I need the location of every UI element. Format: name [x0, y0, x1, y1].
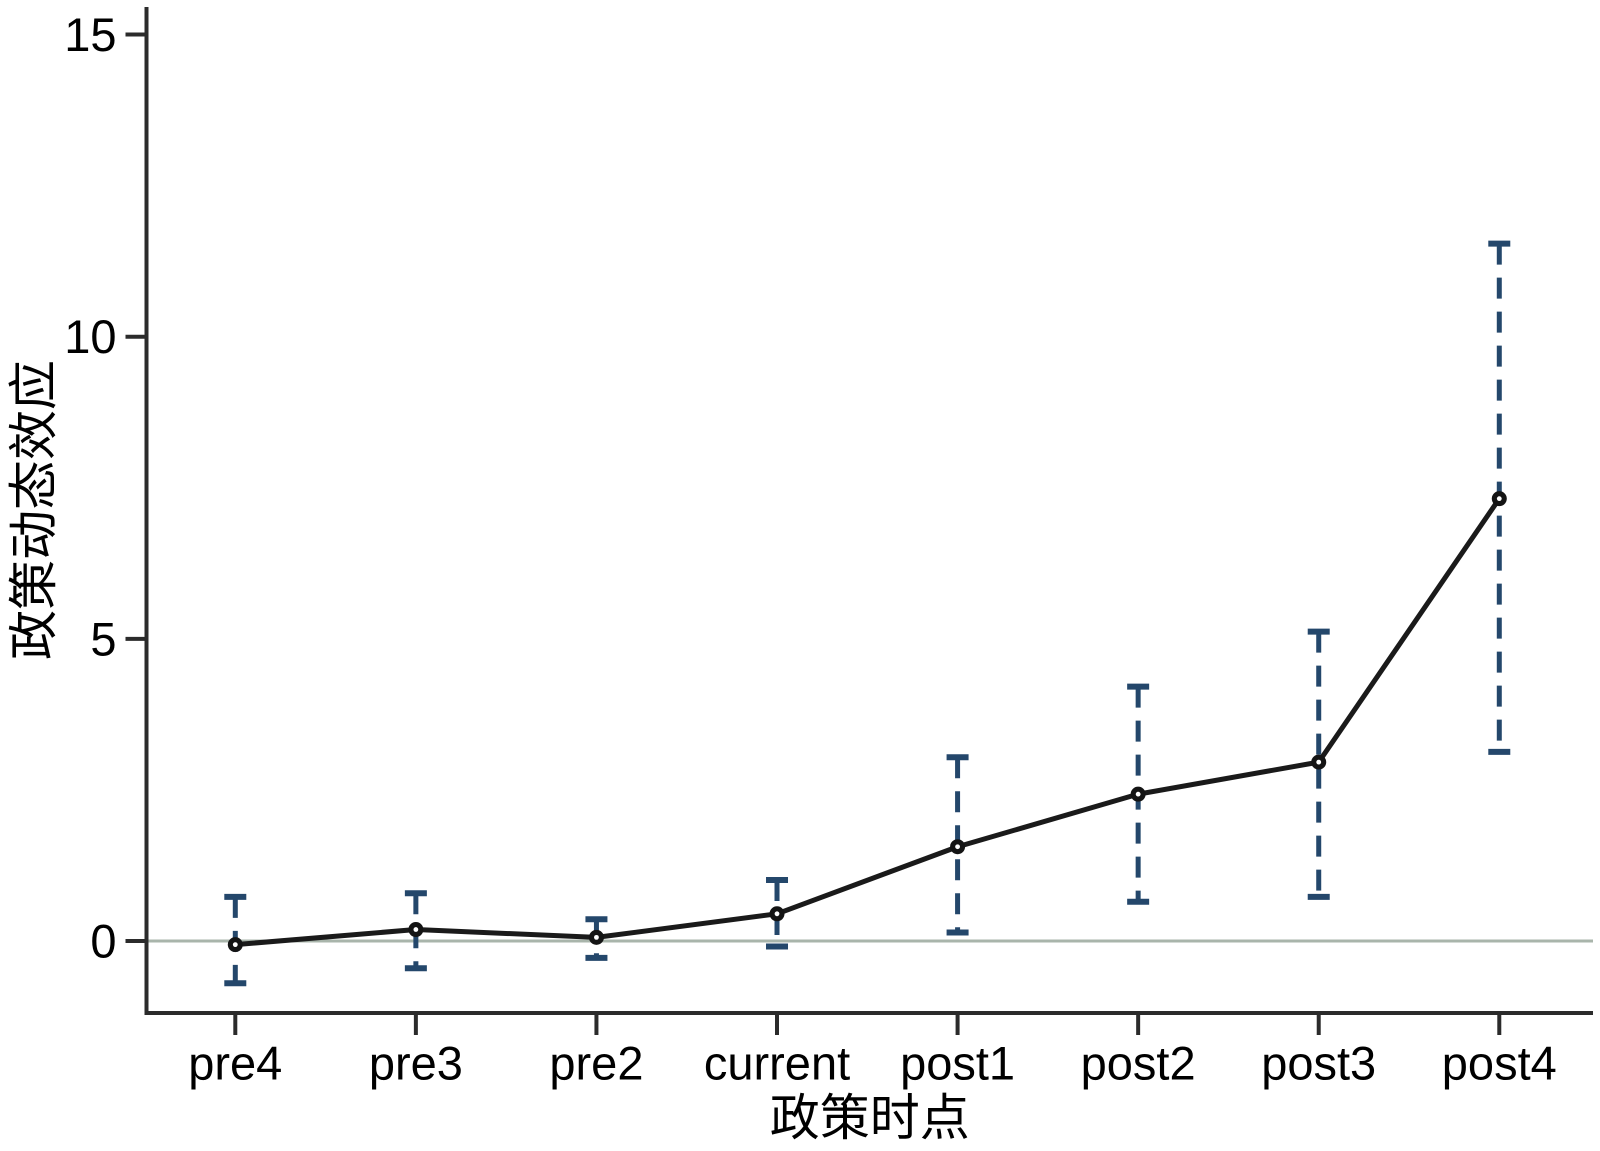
- series-line: [235, 497, 1502, 948]
- data-point-center-pre3: [413, 927, 419, 932]
- data-point-center-post1: [955, 844, 960, 850]
- y-tick-label-10: 10: [64, 310, 116, 363]
- data-point-center-pre4: [232, 942, 238, 948]
- y-tick-label-0: 0: [90, 915, 116, 968]
- x-tick-label-current: current: [704, 1036, 850, 1089]
- x-tick-label-post3: post3: [1261, 1036, 1376, 1089]
- data-point-center-post4: [1496, 496, 1502, 502]
- x-tick-label-pre4: pre4: [188, 1036, 282, 1089]
- data-point-center-post2: [1135, 791, 1141, 797]
- x-tick-label-post4: post4: [1442, 1036, 1557, 1089]
- data-point-center-current: [774, 911, 780, 917]
- x-tick-label-post2: post2: [1081, 1036, 1196, 1089]
- y-tick-label-15: 15: [64, 8, 116, 61]
- data-point-center-pre2: [594, 934, 599, 940]
- x-tick-label-pre2: pre2: [549, 1036, 643, 1089]
- x-tick-label-pre3: pre3: [369, 1036, 463, 1089]
- x-axis-title: 政策时点: [770, 1090, 970, 1146]
- y-tick-label-5: 5: [90, 612, 116, 665]
- x-tick-label-post1: post1: [900, 1036, 1015, 1089]
- data-point-center-post3: [1316, 759, 1322, 765]
- y-axis-title: 政策动态效应: [6, 360, 62, 660]
